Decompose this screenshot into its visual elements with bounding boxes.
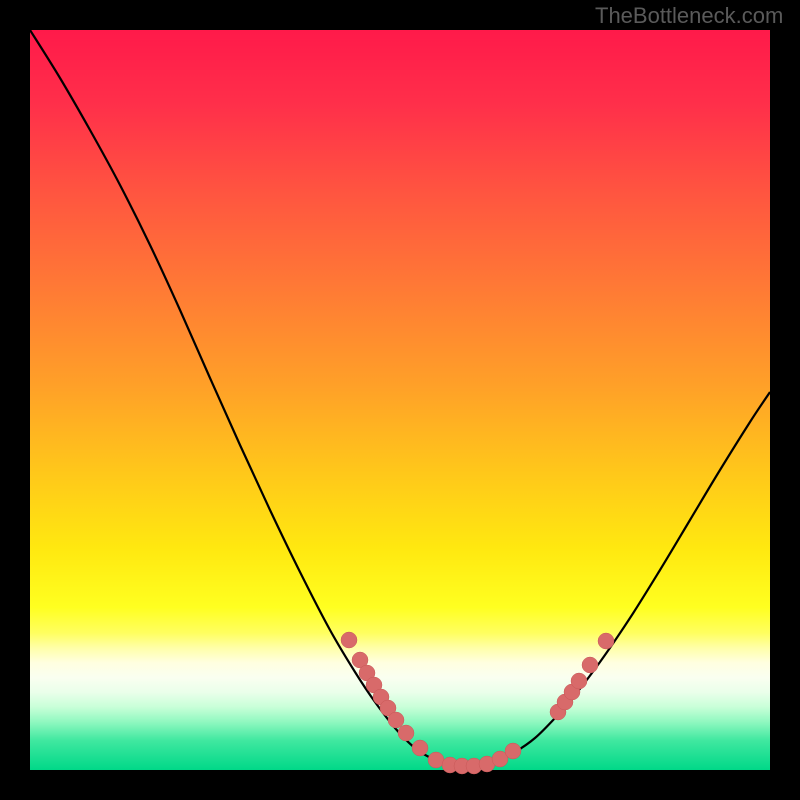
marker-point bbox=[388, 712, 404, 728]
chart-svg-layer bbox=[0, 0, 800, 800]
marker-point bbox=[412, 740, 428, 756]
marker-point bbox=[598, 633, 614, 649]
marker-point bbox=[505, 743, 521, 759]
marker-point bbox=[571, 673, 587, 689]
marker-point bbox=[341, 632, 357, 648]
marker-point bbox=[398, 725, 414, 741]
watermark-text: TheBottleneck.com bbox=[595, 3, 783, 29]
v-curve bbox=[30, 30, 770, 767]
marker-point bbox=[428, 752, 444, 768]
marker-point bbox=[582, 657, 598, 673]
